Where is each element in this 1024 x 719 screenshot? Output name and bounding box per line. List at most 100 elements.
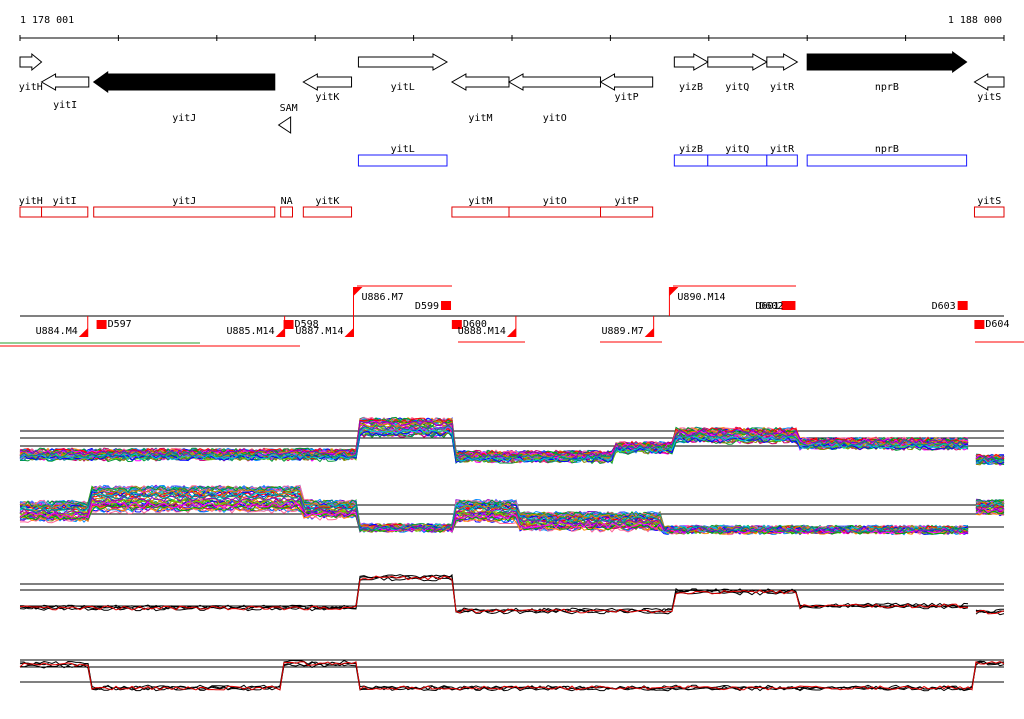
segment-label-U889.M7: U889.M7 — [602, 326, 644, 337]
transcript-label-yitH: yitH — [19, 196, 43, 207]
operon-label-yizB: yizB — [679, 144, 703, 155]
transcript-label-yitI: yitI — [53, 196, 77, 207]
transcript-label-yitJ: yitJ — [172, 196, 196, 207]
segment-up-marker — [644, 328, 654, 337]
profile-series-line — [19, 574, 1005, 614]
transcript-label-yitP: yitP — [615, 196, 639, 207]
transcript-box-yitI — [41, 206, 89, 218]
expression-panel-4 — [19, 659, 1005, 692]
profile-series-line — [19, 424, 1005, 464]
gene-arrow-yitI — [40, 73, 90, 91]
end-coordinate-label: 1 188 000 — [948, 15, 1002, 26]
gene-arrow-yitJ — [92, 71, 276, 93]
segment-up-marker — [275, 328, 285, 337]
segment-up-marker — [506, 328, 516, 337]
gene-label-yitS: yitS — [977, 92, 1001, 103]
segment-label-U886.M7: U886.M7 — [362, 292, 404, 303]
segment-label-D603: D603 — [932, 301, 956, 312]
operon-box-yitR — [766, 154, 798, 167]
gene-label-yizB: yizB — [679, 82, 703, 93]
segment-label-U885.M14: U885.M14 — [226, 326, 274, 337]
transcript-label-yitS: yitS — [977, 196, 1001, 207]
transcript-box-yitM — [451, 206, 510, 218]
segment-down-marker — [96, 320, 107, 329]
gene-arrow-nprB — [806, 51, 968, 73]
segment-label-D602: D602 — [759, 301, 783, 312]
transcript-label-yitM: yitM — [468, 196, 492, 207]
segment-down-marker — [974, 320, 985, 329]
transcript-box-yitO — [508, 206, 602, 218]
gene-arrow-yitH — [19, 52, 43, 72]
profile-series-line — [19, 660, 1005, 691]
transcript-label-yitK: yitK — [315, 196, 339, 207]
segment-up-marker — [669, 287, 679, 296]
transcript-box-yitK — [302, 206, 353, 218]
segment-down-marker — [283, 320, 294, 329]
operon-label-yitL: yitL — [391, 144, 415, 155]
gene-arrow-yitM — [450, 73, 510, 91]
gene-label-yitM: yitM — [468, 113, 492, 124]
gene-label-yitR: yitR — [770, 82, 795, 93]
profile-series-line — [19, 660, 1005, 691]
operon-box-yizB — [673, 154, 709, 167]
segment-down-marker — [451, 320, 462, 329]
gene-arrow-yizB — [673, 53, 709, 71]
operon-track: yitL yizB yitQ yitR nprB — [357, 144, 968, 167]
segment-up-marker — [344, 328, 354, 337]
transcript-box-yitP — [600, 206, 654, 218]
expression-panel-2 — [19, 484, 1005, 536]
operon-label-yitR: yitR — [770, 144, 795, 155]
segment-down-marker — [785, 301, 796, 310]
operon-box-yitQ — [707, 154, 768, 167]
coordinate-ruler — [19, 35, 1005, 41]
transcript-track: yitH yitI yitJ NA yitK yitM yitO yitP yitS — [19, 196, 1005, 218]
segment-label-D598: D598 — [295, 319, 319, 330]
gene-label-yitO: yitO — [543, 113, 567, 124]
gene-label-yitL: yitL — [391, 82, 415, 93]
operon-box-nprB — [806, 154, 968, 167]
transcript-label-yitO: yitO — [543, 196, 567, 207]
transcript-box-yitJ — [93, 206, 276, 218]
segment-label-U887.M14: U887.M14 — [295, 326, 343, 337]
riboswitch-label: SAM — [280, 103, 298, 114]
gene-label-yitQ: yitQ — [725, 82, 749, 93]
gene-label-yitH: yitH — [19, 82, 43, 93]
segment-down-marker — [441, 301, 452, 310]
operon-box-yitL — [357, 154, 448, 167]
transcript-box-yitS — [973, 206, 1005, 218]
gene-arrow-yitO — [507, 73, 602, 91]
segment-label-D597: D597 — [108, 319, 132, 330]
gene-arrow-yitS — [973, 73, 1005, 91]
expression-panel-1 — [19, 416, 1005, 466]
segment-label-D599: D599 — [415, 301, 439, 312]
gene-label-yitJ: yitJ — [172, 113, 196, 124]
expression-profile-panels — [19, 416, 1005, 692]
segment-down-marker — [957, 301, 968, 310]
expression-panel-3 — [19, 573, 1005, 616]
segment-label-U884.M4: U884.M4 — [36, 326, 78, 337]
gene-label-nprB: nprB — [875, 82, 899, 93]
gene-arrow-yitQ — [707, 53, 768, 71]
transcript-label-NA: NA — [281, 196, 293, 207]
segment-label-D600: D600 — [463, 319, 487, 330]
gene-label-yitI: yitI — [53, 100, 77, 111]
gene-label-yitP: yitP — [615, 92, 639, 103]
profile-series-line — [19, 492, 1005, 533]
start-coordinate-label: 1 178 001 — [20, 15, 74, 26]
transcript-box-yitH — [19, 206, 43, 218]
segment-label-U890.M14: U890.M14 — [677, 292, 725, 303]
transcript-box-NA — [280, 206, 293, 218]
profile-series-line — [19, 575, 1005, 615]
segment-label-D604: D604 — [985, 319, 1009, 330]
segment-up-marker — [353, 287, 363, 296]
segment-label-D601: D601 — [755, 301, 779, 312]
gene-label-yitK: yitK — [315, 92, 339, 103]
riboswitch-triangle-icon — [277, 116, 292, 134]
operon-label-nprB: nprB — [875, 144, 899, 155]
gene-arrow-yitR — [766, 53, 799, 71]
segment-up-marker — [78, 328, 88, 337]
gene-arrow-yitL — [357, 53, 449, 71]
